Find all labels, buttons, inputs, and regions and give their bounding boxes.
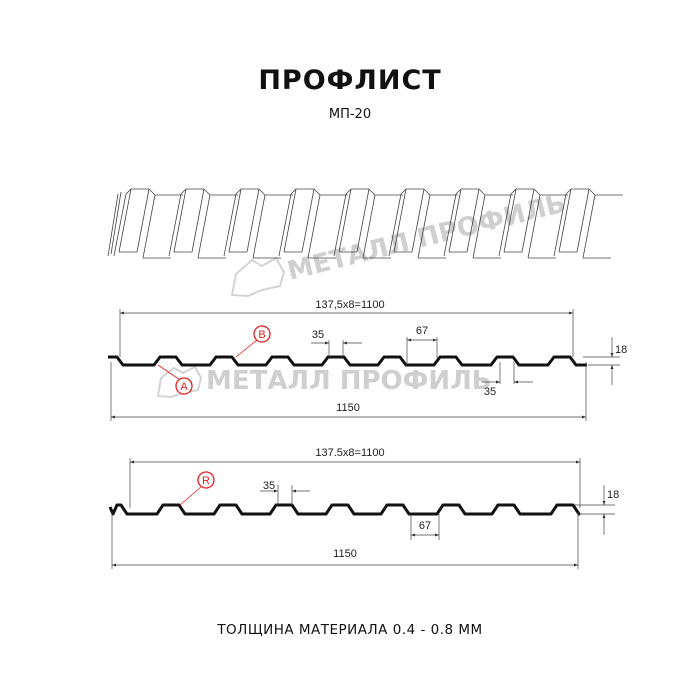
sheet-edge-line	[168, 193, 182, 257]
height-label: 18	[607, 489, 619, 501]
watermark-1: МЕТАЛЛ ПРОФИЛЬ	[230, 189, 569, 298]
sheet-edge-line	[417, 194, 431, 259]
sheet-edge-line	[388, 193, 402, 257]
sheet-edge-line	[503, 188, 517, 253]
sheet-edge-line	[478, 188, 486, 196]
sheet-edge-line	[180, 188, 187, 195]
callout-b	[253, 325, 271, 343]
sheet-edge-line	[423, 188, 431, 196]
sheet-edge-line	[368, 188, 376, 196]
profile-sheet-3d-view	[107, 188, 623, 259]
sheet-edge-line	[588, 188, 596, 196]
bottom-rib-label: 35	[484, 386, 496, 398]
watermark-text: МЕТАЛЛ ПРОФИЛЬ	[206, 366, 492, 396]
sheet-edge-line	[290, 188, 297, 195]
sheet-edge-line	[466, 188, 480, 253]
callout-r-label: R	[202, 475, 210, 487]
sheet-edge-line	[283, 188, 297, 253]
sheet-edge-line	[472, 194, 486, 259]
watermark-logo-icon	[230, 256, 286, 298]
watermark-2: МЕТАЛЛ ПРОФИЛЬ	[156, 365, 492, 399]
sheet-edge-line	[148, 188, 156, 196]
sheet-edge-line	[553, 193, 567, 257]
sheet-edge-line	[228, 188, 242, 253]
sheet-edge-line	[527, 194, 541, 259]
height-label: 18	[615, 344, 627, 356]
sheet-edge-line	[173, 188, 187, 253]
sheet-edge-line	[393, 188, 407, 253]
watermark-text: МЕТАЛЛ ПРОФИЛЬ	[284, 189, 568, 287]
sheet-edge-line	[455, 188, 462, 195]
sheet-edge-line	[258, 188, 266, 196]
page-title: ПРОФЛИСТ	[258, 65, 441, 96]
sheet-edge-line	[203, 188, 211, 196]
sheet-edge-line	[313, 188, 321, 196]
profile-2: 137.5x8=1100 1150 35 67 18 R	[108, 447, 619, 569]
sheet-edge-line	[301, 188, 315, 253]
width-label: 1150	[333, 548, 357, 560]
sheet-edge-line	[142, 194, 156, 259]
sheet-edge-line	[278, 193, 292, 257]
sheet-edge-line	[136, 188, 150, 253]
top-rib-label: 35	[263, 480, 275, 492]
sheet-edge-line	[582, 194, 596, 259]
sheet-edge-line	[107, 193, 119, 257]
sheet-edge-line	[558, 188, 572, 253]
callout-r	[197, 471, 215, 489]
sheet-edge-line	[362, 194, 376, 259]
callout-a	[175, 377, 193, 395]
width-label: 1150	[336, 402, 360, 414]
sheet-edge-line	[110, 191, 122, 255]
sheet-edge-line	[576, 188, 590, 253]
sheet-edge-line	[338, 188, 352, 253]
top-rib-label: 35	[312, 329, 324, 341]
sheet-edge-line	[345, 188, 352, 195]
groove-label: 67	[416, 325, 428, 337]
model-subtitle: МП-20	[329, 107, 371, 122]
sheet-edge-line	[125, 188, 132, 195]
sheet-edge-line	[246, 188, 260, 253]
sheet-edge-line	[498, 193, 512, 257]
callout-a-label: A	[180, 381, 188, 393]
sheet-edge-line	[223, 193, 237, 257]
profile-1: 137,5x8=1100 1150 35 67 35 18 A B	[108, 299, 627, 421]
sheet-edge-line	[356, 188, 370, 253]
sheet-edge-line	[307, 194, 321, 259]
watermark-logo-icon	[156, 365, 203, 399]
sheet-edge-line	[333, 193, 347, 257]
sheet-edge-line	[252, 194, 266, 259]
profile-2-section	[108, 503, 581, 516]
sheet-edge-line	[118, 188, 132, 253]
sheet-edge-line	[510, 188, 517, 195]
material-thickness-note: ТОЛЩИНА МАТЕРИАЛА 0.4 - 0.8 ММ	[216, 622, 482, 638]
sheet-edge-line	[197, 194, 211, 259]
groove-label: 67	[419, 520, 431, 532]
pitch-label: 137,5x8=1100	[315, 299, 384, 311]
profile-1-section	[108, 355, 587, 367]
sheet-edge-line	[411, 188, 425, 253]
sheet-edge-line	[443, 193, 457, 257]
sheet-edge-line	[113, 193, 127, 257]
sheet-edge-line	[400, 188, 407, 195]
sheet-edge-line	[448, 188, 462, 253]
sheet-edge-line	[521, 188, 535, 253]
sheet-edge-line	[565, 188, 572, 195]
pitch-label: 137.5x8=1100	[315, 447, 384, 459]
sheet-edge-line	[191, 188, 205, 253]
sheet-edge-line	[235, 188, 242, 195]
callout-b-label: B	[258, 329, 265, 341]
sheet-edge-line	[533, 188, 541, 196]
